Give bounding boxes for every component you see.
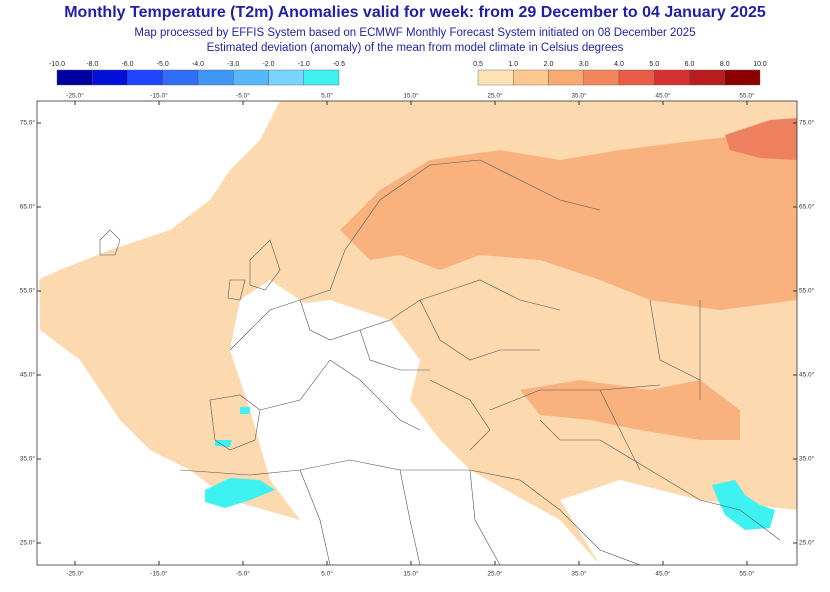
legend-swatch: [162, 69, 199, 86]
legend-swatch: [548, 69, 584, 86]
subtitle: Map processed by EFFIS System based on E…: [134, 27, 695, 39]
lat-label: 35.0°: [799, 455, 815, 463]
legend-swatch: [303, 69, 340, 86]
coastline: [99, 159, 781, 565]
neutral-area: [560, 480, 797, 565]
legend-label: -4.0: [192, 61, 204, 68]
lat-label: 45.0°: [20, 371, 36, 379]
legend-swatch: [197, 69, 234, 86]
lon-label: -5.0°: [236, 570, 250, 578]
subtitle: Estimated deviation (anomaly) of the mea…: [207, 42, 624, 54]
legend-swatch: [618, 69, 655, 86]
legend-label: -0.5: [333, 61, 345, 68]
warm-area: [340, 130, 797, 310]
lon-label: 25.0°: [487, 570, 503, 578]
lon-label: 25.0°: [487, 92, 503, 100]
title: Monthly Temperature (T2m) Anomalies vali…: [64, 4, 766, 21]
lon-label: -25.0°: [66, 92, 84, 100]
legend-label: 6.0: [685, 61, 695, 68]
lon-label: 45.0°: [655, 92, 671, 100]
legend-swatch: [477, 69, 514, 86]
lat-label: 75.0°: [20, 119, 36, 127]
legend-swatch: [689, 69, 725, 86]
legend-label: 1.0: [508, 61, 518, 68]
legend-label: 0.5: [473, 61, 483, 68]
legend-swatch: [233, 69, 269, 86]
legend-label: 2.0: [544, 61, 554, 68]
border: [259, 279, 701, 565]
lat-label: 25.0°: [799, 539, 815, 547]
legend-label: -6.0: [121, 61, 133, 68]
lat-label: 65.0°: [20, 203, 36, 211]
neutral-area: [37, 101, 280, 280]
lat-label: 65.0°: [799, 203, 815, 211]
lon-label: 5.0°: [321, 92, 333, 100]
warm-area: [520, 380, 740, 440]
legend-label: 3.0: [579, 61, 589, 68]
lat-label: 45.0°: [799, 371, 815, 379]
legend-label: -1.0: [298, 61, 310, 68]
legend-swatch: [583, 69, 620, 86]
lon-label: 45.0°: [655, 570, 671, 578]
legend-label: -3.0: [227, 61, 239, 68]
lat-label: 55.0°: [20, 287, 36, 295]
lat-label: 75.0°: [799, 119, 815, 127]
legend-label: -5.0: [157, 61, 169, 68]
legend-swatch: [724, 69, 761, 86]
legend-swatch: [513, 69, 549, 86]
legend-swatch: [56, 69, 93, 86]
cold-area: [215, 407, 250, 447]
lon-label: 5.0°: [321, 570, 333, 578]
neutral-area: [240, 300, 470, 470]
legend-swatch: [127, 69, 163, 86]
legend-label: 10.0: [753, 61, 767, 68]
map: [36, 100, 798, 566]
lon-label: 35.0°: [571, 92, 587, 100]
lon-label: 15.0°: [403, 570, 419, 578]
lon-label: 55.0°: [739, 570, 755, 578]
cold-area: [712, 480, 775, 530]
lat-label: 55.0°: [799, 287, 815, 295]
lon-label: -25.0°: [66, 570, 84, 578]
legend-label: 4.0: [614, 61, 624, 68]
legend-label: -10.0: [49, 61, 65, 68]
legend-label: 8.0: [720, 61, 730, 68]
cold-area: [205, 478, 275, 508]
legend-label: 5.0: [649, 61, 659, 68]
map-frame: [36, 100, 798, 566]
legend-swatch: [268, 69, 304, 86]
legend-swatch: [654, 69, 690, 86]
lat-label: 35.0°: [20, 455, 36, 463]
lon-label: 15.0°: [403, 92, 419, 100]
lon-label: -15.0°: [150, 92, 168, 100]
lon-label: 55.0°: [739, 92, 755, 100]
legend-swatch: [92, 69, 128, 86]
legend-label: -8.0: [86, 61, 98, 68]
lon-label: 35.0°: [571, 570, 587, 578]
lon-label: -5.0°: [236, 92, 250, 100]
hot-area: [725, 118, 797, 160]
lat-label: 25.0°: [20, 539, 36, 547]
legend-label: -2.0: [262, 61, 274, 68]
lon-label: -15.0°: [150, 570, 168, 578]
